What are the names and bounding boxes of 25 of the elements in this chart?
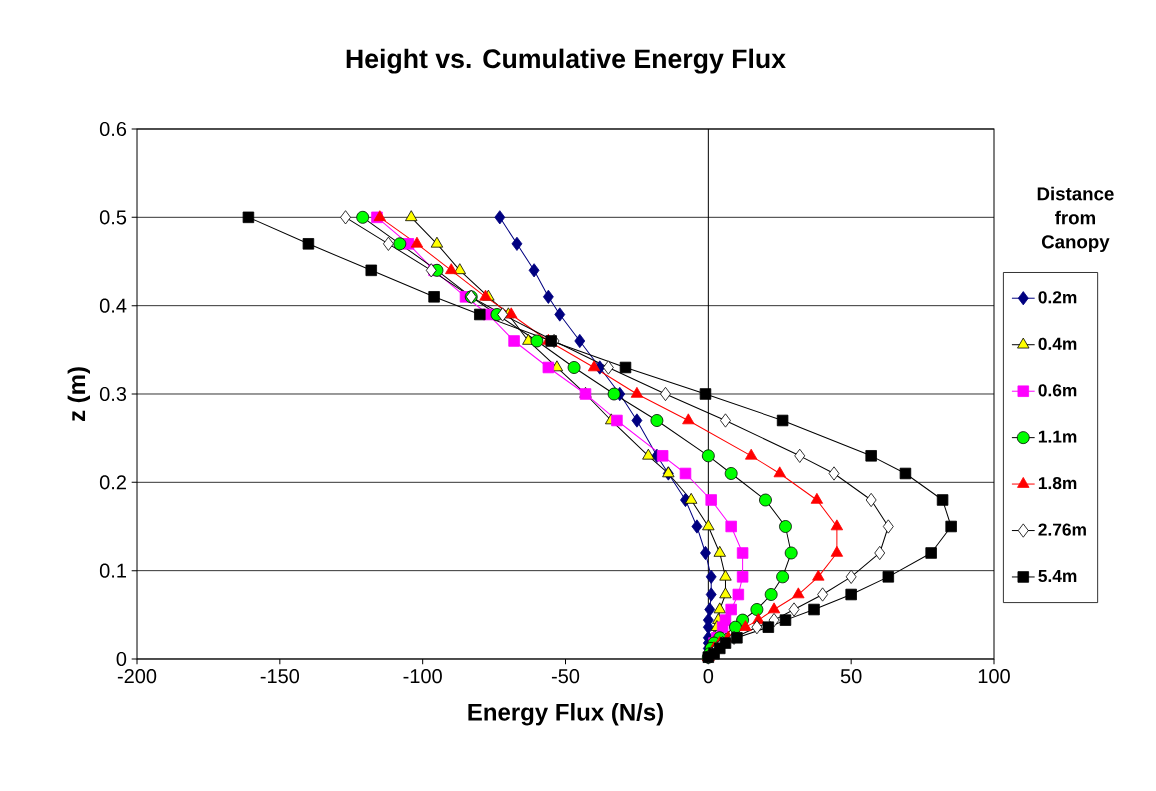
legend-label: 5.4m (1038, 570, 1077, 583)
x-tick-label: -150 (260, 669, 300, 684)
legend-label: 1.8m (1038, 476, 1077, 490)
y-tick-label: 0.2 (99, 475, 126, 490)
x-tick-label: 50 (840, 669, 862, 684)
x-tick-label: 100 (978, 669, 1010, 684)
x-tick-label: -100 (403, 669, 442, 684)
x-axis-title: Energy Flux (N/s) (468, 703, 663, 726)
y-tick-label: 0 (116, 651, 127, 667)
legend-label: 1.1m (1038, 430, 1077, 443)
y-tick-label: 0.4 (99, 298, 127, 313)
legend-title: Distance from Canopy (1037, 186, 1114, 253)
chart-title: Height vs. Cumulative Energy Flux (346, 48, 786, 74)
legend-label: 0.4m (1038, 337, 1077, 350)
legend-label: 0.2m (1038, 291, 1077, 304)
y-axis-title: z (m) (67, 367, 90, 422)
y-tick-label: 0.5 (99, 210, 127, 225)
legend-label: 2.76m (1038, 523, 1086, 536)
x-tick-label: -200 (117, 669, 157, 684)
legend-label: 0.6m (1038, 384, 1077, 397)
y-tick-label: 0.6 (99, 121, 127, 137)
x-tick-label: -50 (551, 669, 580, 684)
x-tick-label: 0 (703, 669, 714, 684)
y-tick-label: 0.3 (99, 386, 127, 402)
y-tick-label: 0.1 (99, 563, 126, 578)
